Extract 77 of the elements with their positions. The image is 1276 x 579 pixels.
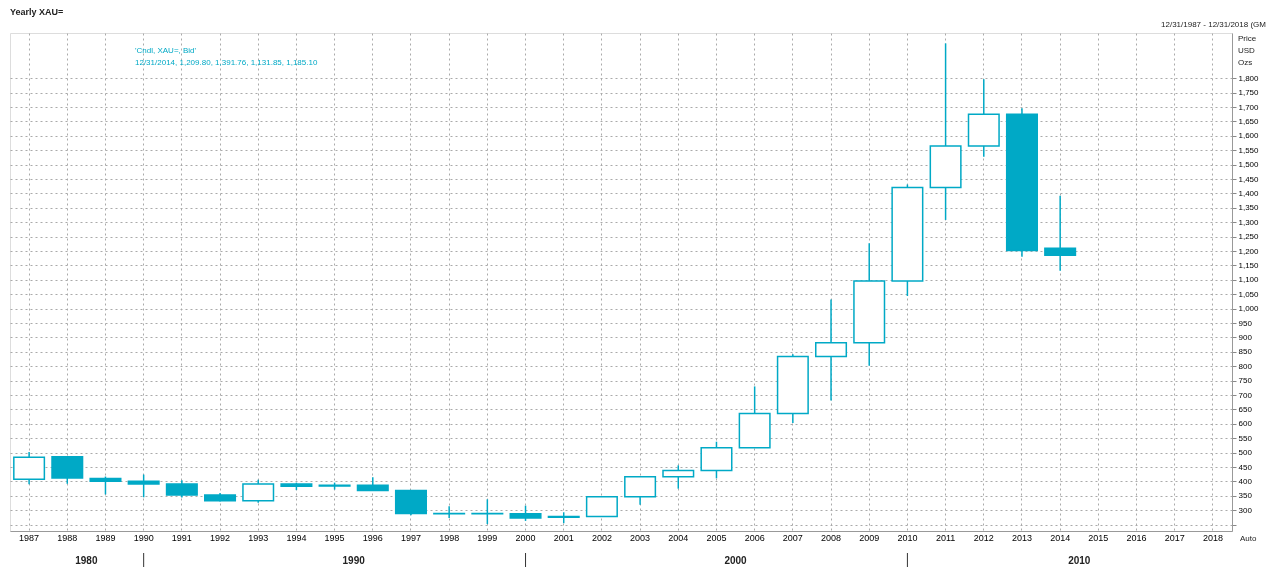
x-tick-label: 2017 [1164,532,1185,543]
y-tick-label: 550 [1238,433,1253,443]
x-tick-label: 2015 [1088,532,1109,543]
y-tick-label: 1,100 [1238,275,1260,285]
x-tick-label: 2016 [1126,532,1147,543]
text: Auto [1240,534,1258,543]
y-tick-label: 600 [1238,419,1253,429]
y-tick-label: 1,300 [1238,217,1260,227]
y-tick-label: 850 [1238,347,1253,357]
text: 2010 [1068,555,1091,566]
candlestick [1044,195,1077,272]
x-tick-label: 1990 [133,532,154,543]
x-tick-label: 2012 [973,532,994,543]
y-tick-label: 900 [1238,332,1253,342]
y-tick-label: 1,600 [1238,131,1260,141]
y-tick-label: 1,450 [1238,174,1260,184]
x-tick-label: 2008 [821,532,842,543]
y-tick-label: 650 [1238,404,1253,414]
text: 1990 [342,555,366,566]
text: Price [1238,34,1257,43]
x-tick-label: 1998 [439,532,460,543]
y-tick-label: 1,800 [1238,73,1260,83]
x-tick-label: 2010 [897,532,918,543]
x-tick-label: 1989 [95,532,116,543]
x-tick-label: 1996 [362,532,383,543]
y-tick-label: 400 [1238,476,1253,486]
x-tick-label: 2001 [553,532,574,543]
x-tick-label: 2005 [706,532,727,543]
text: Ozs [1238,58,1253,67]
chart-title: Yearly XAU= [10,7,64,17]
y-tick-label: 1,650 [1238,116,1260,126]
text: 2000 [724,555,748,566]
y-tick-label: 1,750 [1238,88,1260,98]
x-tick-label: 1994 [286,532,307,543]
x-tick-label: 2011 [935,532,956,543]
x-tick-label: 1997 [400,532,421,543]
y-tick-label: 1,200 [1238,246,1260,256]
chart-subtitle: 12/31/1987 - 12/31/2018 (GM [1161,20,1267,29]
x-tick-label: 2018 [1202,532,1223,543]
y-tick-label: 800 [1238,361,1253,371]
y-tick-label: 300 [1238,505,1253,515]
x-tick-label: 2000 [515,532,536,543]
candlestick [127,473,160,499]
y-tick-label: 1,150 [1238,260,1260,270]
y-tick-label: 950 [1238,318,1253,328]
x-tick-label: 2003 [630,532,651,543]
y-tick-label: 750 [1238,376,1253,386]
y-tick-label: 1,350 [1238,203,1260,213]
annotation: 'Cndl, XAU=, Bid' [135,46,197,55]
x-tick-label: 2002 [591,532,612,543]
x-tick-label: 1999 [477,532,498,543]
y-tick-label: 500 [1238,448,1253,458]
x-tick-label: 1993 [248,532,269,543]
y-tick-label: 1,000 [1238,304,1260,314]
y-tick-label: 700 [1238,390,1253,400]
x-tick-label: 1991 [171,532,192,543]
x-tick-label: 2004 [668,532,689,543]
x-tick-label: 1987 [19,532,40,543]
y-tick-label: 350 [1238,491,1253,501]
x-tick-label: 2007 [782,532,803,543]
text: 1980 [75,555,98,566]
y-tick-label: 1,050 [1238,289,1260,299]
x-tick-label: 2014 [1050,532,1071,543]
y-tick-label: 1,550 [1238,145,1260,155]
x-tick-label: 1988 [57,532,78,543]
y-tick-label: 1,400 [1238,188,1260,198]
x-tick-label: 2006 [744,532,765,543]
y-tick-label: 450 [1238,462,1253,472]
annotation: 12/31/2014, 1,209.80, 1,391.76, 1,131.85, 1,185.10 [135,58,318,67]
y-tick-label: 1,250 [1238,232,1260,242]
x-tick-label: 2013 [1011,532,1032,543]
y-tick-label: 1,500 [1238,160,1260,170]
x-tick-label: 1992 [210,532,231,543]
y-tick-label: 1,700 [1238,102,1260,112]
text: USD [1238,46,1256,55]
x-tick-label: 1995 [324,532,345,543]
x-tick-label: 2009 [859,532,880,543]
